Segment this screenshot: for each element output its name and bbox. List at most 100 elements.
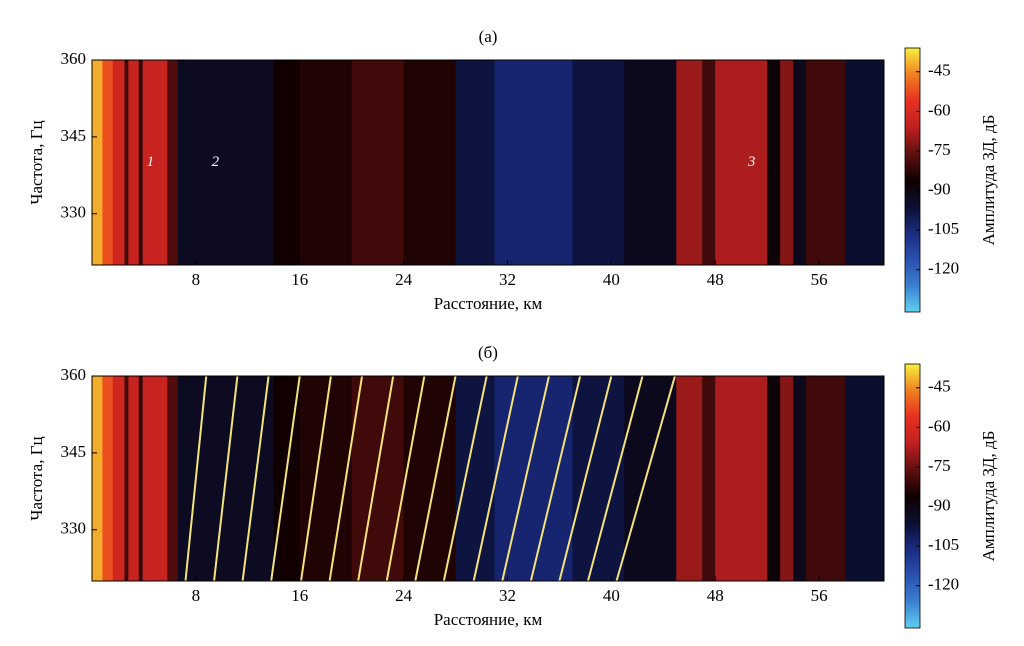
- heatmap-cell: [102, 60, 114, 265]
- colorbar: [904, 363, 921, 629]
- x-tick-label: 24: [395, 270, 413, 289]
- colorbar-label: Амплитуда ЗД, дБ: [979, 115, 998, 246]
- x-axis-label: Расстояние, км: [434, 610, 543, 629]
- y-axis-label: Частота, Гц: [27, 120, 46, 204]
- heatmap-cell: [138, 376, 144, 581]
- heatmap-cell: [624, 376, 677, 581]
- x-tick-label: 48: [707, 270, 724, 289]
- x-tick-label: 40: [603, 586, 620, 605]
- ridge-line: [385, 375, 426, 582]
- colorbar-label: Амплитуда ЗД, дБ: [979, 431, 998, 562]
- ridge-line: [587, 375, 644, 582]
- colorbar-tick-label: -120: [928, 259, 959, 278]
- colorbar-tick-label: -105: [928, 535, 959, 554]
- y-tick-label: 360: [61, 49, 87, 68]
- heatmap-cell: [112, 60, 125, 265]
- heatmap-cell: [702, 376, 716, 581]
- heatmap-cell: [299, 60, 353, 265]
- heatmap-cell: [455, 60, 495, 265]
- y-tick-label: 345: [61, 126, 87, 145]
- x-tick-label: 8: [192, 270, 201, 289]
- colorbar-tick-label: -90: [928, 179, 951, 198]
- x-tick-label: 40: [603, 270, 620, 289]
- annotation: 3: [747, 154, 756, 170]
- colorbar-tick-label: -75: [928, 140, 951, 159]
- heatmap-cell: [793, 60, 807, 265]
- x-tick-label: 8: [192, 586, 201, 605]
- ridge-line: [442, 375, 488, 582]
- ridge-line: [270, 375, 301, 582]
- colorbar-tick-label: -120: [928, 575, 959, 594]
- heatmap-cell: [167, 60, 179, 265]
- colorbar-tick-label: -45: [928, 377, 951, 396]
- heatmap-cell: [112, 376, 125, 581]
- heatmap-cell: [273, 60, 301, 265]
- colorbar-tick-label: -90: [928, 495, 951, 514]
- annotation: 2: [212, 154, 220, 170]
- ridge-line: [615, 375, 676, 582]
- heatmap-cell: [494, 60, 573, 265]
- y-tick-label: 345: [61, 442, 87, 461]
- heatmap-cell: [793, 376, 807, 581]
- heatmap-cell: [676, 60, 703, 265]
- colorbar-tick-label: -45: [928, 61, 951, 80]
- heatmap-cell: [715, 60, 768, 265]
- heatmap-cell: [403, 60, 457, 265]
- ridge-line: [213, 375, 239, 582]
- heatmap-cell: [676, 376, 703, 581]
- x-tick-label: 16: [291, 586, 308, 605]
- heatmap-cell: [351, 60, 405, 265]
- heatmap-cell: [845, 60, 885, 265]
- x-tick-label: 24: [395, 586, 413, 605]
- x-tick-label: 32: [499, 586, 516, 605]
- ridge-line: [529, 375, 582, 582]
- x-tick-label: 32: [499, 270, 516, 289]
- x-tick-label: 16: [291, 270, 308, 289]
- ridge-line: [184, 375, 208, 582]
- y-axis-label: Частота, Гц: [27, 436, 46, 520]
- heatmap-cell: [494, 376, 573, 581]
- colorbar-tick-label: -105: [928, 219, 959, 238]
- heatmap-cell: [767, 376, 781, 581]
- ridge-line: [472, 375, 519, 582]
- x-tick-label: 56: [811, 586, 828, 605]
- heatmap-cell: [142, 376, 168, 581]
- heatmap-cell: [92, 60, 103, 265]
- heatmap-cell: [780, 376, 794, 581]
- heatmap-cell: [92, 376, 103, 581]
- heatmap-cell: [128, 60, 140, 265]
- annotation: 1: [147, 154, 155, 170]
- colorbar-tick-label: -75: [928, 456, 951, 475]
- heatmap-cell: [806, 376, 846, 581]
- y-tick-label: 360: [61, 365, 87, 384]
- heatmap-cell: [177, 60, 275, 265]
- heatmap-cell: [124, 60, 129, 265]
- y-tick-label: 330: [61, 519, 87, 538]
- heatmap-cell: [102, 376, 114, 581]
- x-tick-label: 56: [811, 270, 828, 289]
- ridge-line: [558, 375, 613, 582]
- heatmap-cell: [138, 60, 144, 265]
- heatmap-cell: [351, 376, 405, 581]
- chart-title: (а): [479, 27, 498, 46]
- heatmap-cell: [128, 376, 140, 581]
- ridge-line: [414, 375, 457, 582]
- ridge-line: [501, 375, 550, 582]
- heatmap-cell: [167, 376, 179, 581]
- heatmap-cell: [845, 376, 885, 581]
- ridge-line: [241, 375, 270, 582]
- plot-frame: [91, 375, 885, 582]
- ridge-line: [328, 375, 364, 582]
- heatmap-cell: [124, 376, 129, 581]
- heatmap-cell: [702, 60, 716, 265]
- heatmap-cell: [767, 60, 781, 265]
- colorbar-tick-label: -60: [928, 416, 951, 435]
- heatmap-cell: [715, 376, 768, 581]
- chart-title: (б): [478, 343, 498, 362]
- x-axis-label: Расстояние, км: [434, 294, 543, 313]
- heatmap-cell: [142, 60, 168, 265]
- heatmap-cell: [572, 60, 625, 265]
- colorbar: [904, 47, 921, 313]
- heatmap-cell: [806, 60, 846, 265]
